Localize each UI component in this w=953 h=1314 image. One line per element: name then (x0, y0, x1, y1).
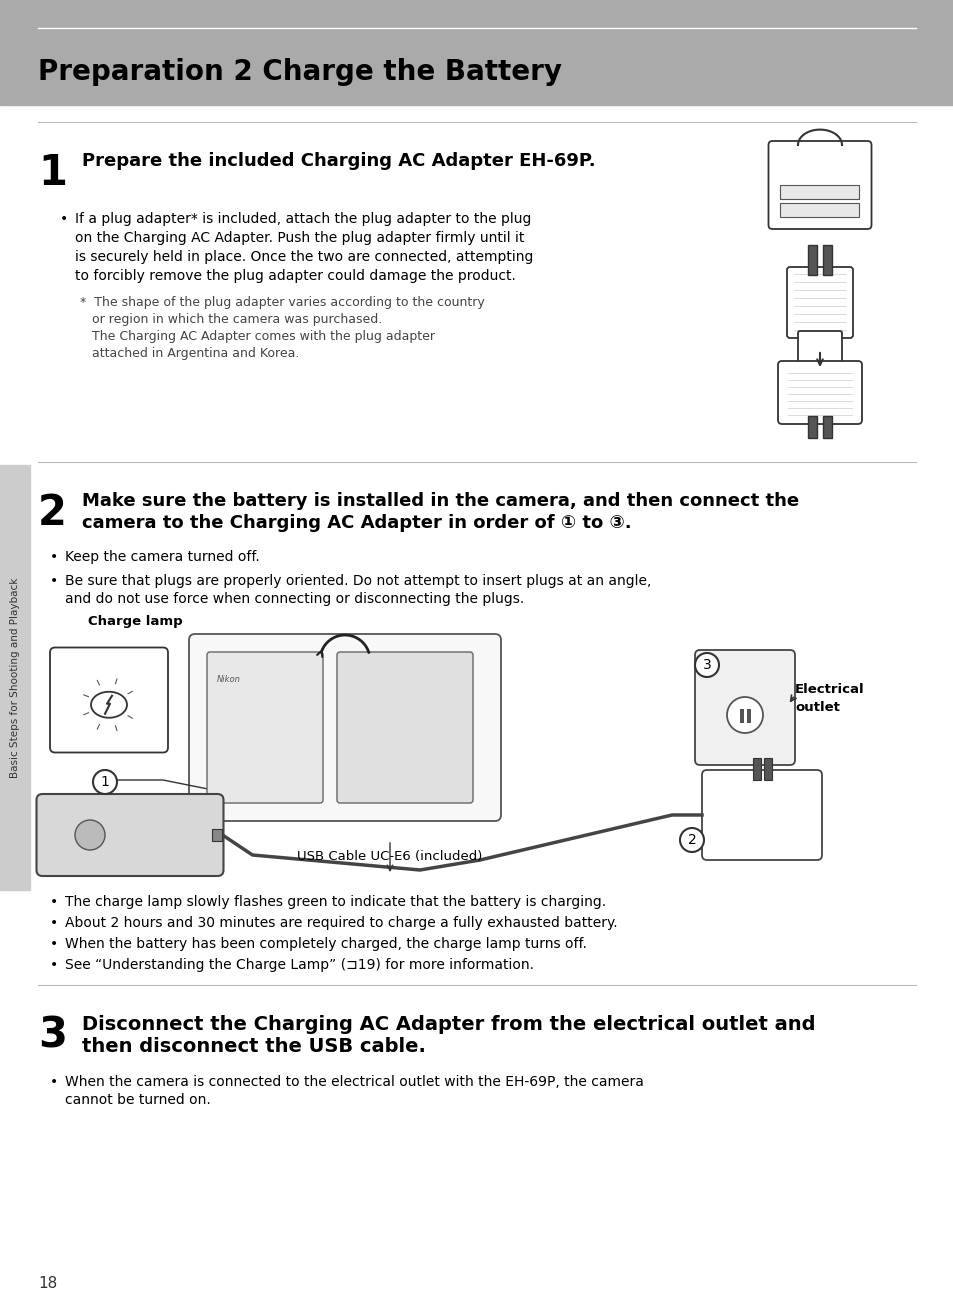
Text: Keep the camera turned off.: Keep the camera turned off. (65, 551, 259, 564)
FancyBboxPatch shape (207, 652, 323, 803)
Text: *  The shape of the plug adapter varies according to the country: * The shape of the plug adapter varies a… (80, 296, 484, 309)
Ellipse shape (695, 653, 719, 677)
FancyBboxPatch shape (50, 648, 168, 753)
Text: USB Cable UC-E6 (included): USB Cable UC-E6 (included) (297, 850, 482, 863)
Ellipse shape (726, 696, 762, 733)
Text: When the battery has been completely charged, the charge lamp turns off.: When the battery has been completely cha… (65, 937, 586, 951)
Text: •: • (50, 958, 58, 972)
Text: •: • (50, 916, 58, 930)
Text: attached in Argentina and Korea.: attached in Argentina and Korea. (80, 347, 299, 360)
Bar (746, 710, 750, 723)
Text: or region in which the camera was purchased.: or region in which the camera was purcha… (80, 313, 382, 326)
Text: Preparation 2 Charge the Battery: Preparation 2 Charge the Battery (38, 58, 561, 85)
Ellipse shape (91, 691, 127, 717)
FancyBboxPatch shape (768, 141, 871, 229)
Text: Make sure the battery is installed in the camera, and then connect the: Make sure the battery is installed in th… (82, 491, 799, 510)
Bar (213, 829, 222, 841)
FancyBboxPatch shape (189, 633, 500, 821)
Text: 3: 3 (38, 1014, 67, 1056)
Text: •: • (50, 1075, 58, 1089)
Bar (822, 417, 831, 438)
Text: camera to the Charging AC Adapter in order of ① to ③.: camera to the Charging AC Adapter in ord… (82, 514, 631, 532)
Bar (807, 417, 816, 438)
Text: then disconnect the USB cable.: then disconnect the USB cable. (82, 1037, 425, 1056)
Bar (740, 710, 743, 723)
Bar (780, 202, 859, 217)
Text: 1: 1 (38, 152, 67, 194)
Text: Be sure that plugs are properly oriented. Do not attempt to insert plugs at an a: Be sure that plugs are properly oriented… (65, 574, 651, 587)
Text: and do not use force when connecting or disconnecting the plugs.: and do not use force when connecting or … (65, 593, 524, 606)
FancyBboxPatch shape (336, 652, 473, 803)
Text: When the camera is connected to the electrical outlet with the EH-69P, the camer: When the camera is connected to the elec… (65, 1075, 643, 1089)
Text: cannot be turned on.: cannot be turned on. (65, 1093, 211, 1106)
Text: •: • (50, 574, 58, 587)
FancyBboxPatch shape (695, 650, 794, 765)
FancyBboxPatch shape (36, 794, 223, 876)
Text: 1: 1 (100, 775, 110, 788)
Text: 18: 18 (38, 1276, 57, 1292)
Text: •: • (50, 551, 58, 564)
Bar (0, 0, 953, 105)
Text: on the Charging AC Adapter. Push the plug adapter firmly until it: on the Charging AC Adapter. Push the plu… (75, 231, 524, 244)
Text: About 2 hours and 30 minutes are required to charge a fully exhausted battery.: About 2 hours and 30 minutes are require… (65, 916, 617, 930)
Ellipse shape (75, 820, 105, 850)
Text: 2: 2 (687, 833, 696, 848)
Bar (0, 465, 30, 890)
FancyBboxPatch shape (797, 331, 841, 367)
Text: Disconnect the Charging AC Adapter from the electrical outlet and: Disconnect the Charging AC Adapter from … (82, 1014, 815, 1034)
Bar (752, 758, 760, 781)
Text: 3: 3 (702, 658, 711, 671)
Bar (763, 758, 771, 781)
Text: The Charging AC Adapter comes with the plug adapter: The Charging AC Adapter comes with the p… (80, 330, 435, 343)
Text: Prepare the included Charging AC Adapter EH-69P.: Prepare the included Charging AC Adapter… (82, 152, 595, 170)
Bar (780, 185, 859, 198)
Text: •: • (50, 895, 58, 909)
FancyBboxPatch shape (786, 267, 852, 338)
Text: 2: 2 (38, 491, 67, 533)
Text: •: • (50, 937, 58, 951)
Text: •: • (60, 212, 69, 226)
Text: Electrical: Electrical (794, 683, 863, 696)
Text: to forcibly remove the plug adapter could damage the product.: to forcibly remove the plug adapter coul… (75, 269, 516, 283)
Text: Nikon: Nikon (216, 675, 240, 685)
Text: outlet: outlet (794, 702, 839, 715)
Ellipse shape (679, 828, 703, 851)
Text: Charge lamp: Charge lamp (88, 615, 182, 628)
Bar (807, 244, 816, 275)
Text: Basic Steps for Shooting and Playback: Basic Steps for Shooting and Playback (10, 577, 20, 778)
Ellipse shape (92, 770, 117, 794)
FancyBboxPatch shape (778, 361, 862, 424)
Text: The charge lamp slowly flashes green to indicate that the battery is charging.: The charge lamp slowly flashes green to … (65, 895, 605, 909)
Text: If a plug adapter* is included, attach the plug adapter to the plug: If a plug adapter* is included, attach t… (75, 212, 531, 226)
Text: is securely held in place. Once the two are connected, attempting: is securely held in place. Once the two … (75, 250, 533, 264)
Text: See “Understanding the Charge Lamp” (⊐19) for more information.: See “Understanding the Charge Lamp” (⊐19… (65, 958, 534, 972)
FancyBboxPatch shape (701, 770, 821, 859)
Bar (822, 244, 831, 275)
